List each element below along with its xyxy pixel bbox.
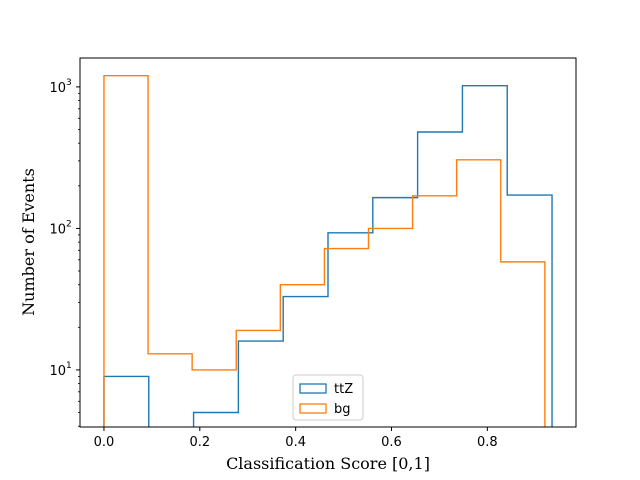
- x-axis-label: Classification Score [0,1]: [226, 454, 430, 473]
- x-tick-label: 0.4: [285, 435, 306, 450]
- x-tick-label: 0.6: [381, 435, 402, 450]
- y-tick-exponent: 3: [66, 78, 72, 88]
- legend-box: [292, 374, 364, 421]
- legend-label-ttZ: ttZ: [334, 382, 353, 397]
- y-tick-label: 10: [49, 81, 66, 96]
- series-ttZ-step: [103, 84, 553, 427]
- legend-label-bg: bg: [334, 402, 351, 417]
- x-tick-label: 0.2: [189, 435, 210, 450]
- y-tick-label: 10: [49, 364, 66, 379]
- y-tick-exponent: 1: [66, 361, 72, 371]
- series-group: [103, 74, 553, 427]
- legend: ttZ bg: [292, 374, 364, 421]
- legend-swatch-ttZ: [299, 383, 327, 394]
- legend-swatch-bg: [299, 403, 327, 414]
- x-axis-ticks: 0.0 0.2 0.4 0.6 0.8: [94, 427, 498, 450]
- x-tick-label: 0.8: [477, 435, 498, 450]
- y-tick-exponent: 2: [66, 219, 72, 229]
- series-bg-step: [103, 74, 546, 427]
- y-axis-label: Number of Events: [19, 168, 38, 316]
- y-tick-label: 10: [49, 222, 66, 237]
- x-tick-label: 0.0: [94, 435, 115, 450]
